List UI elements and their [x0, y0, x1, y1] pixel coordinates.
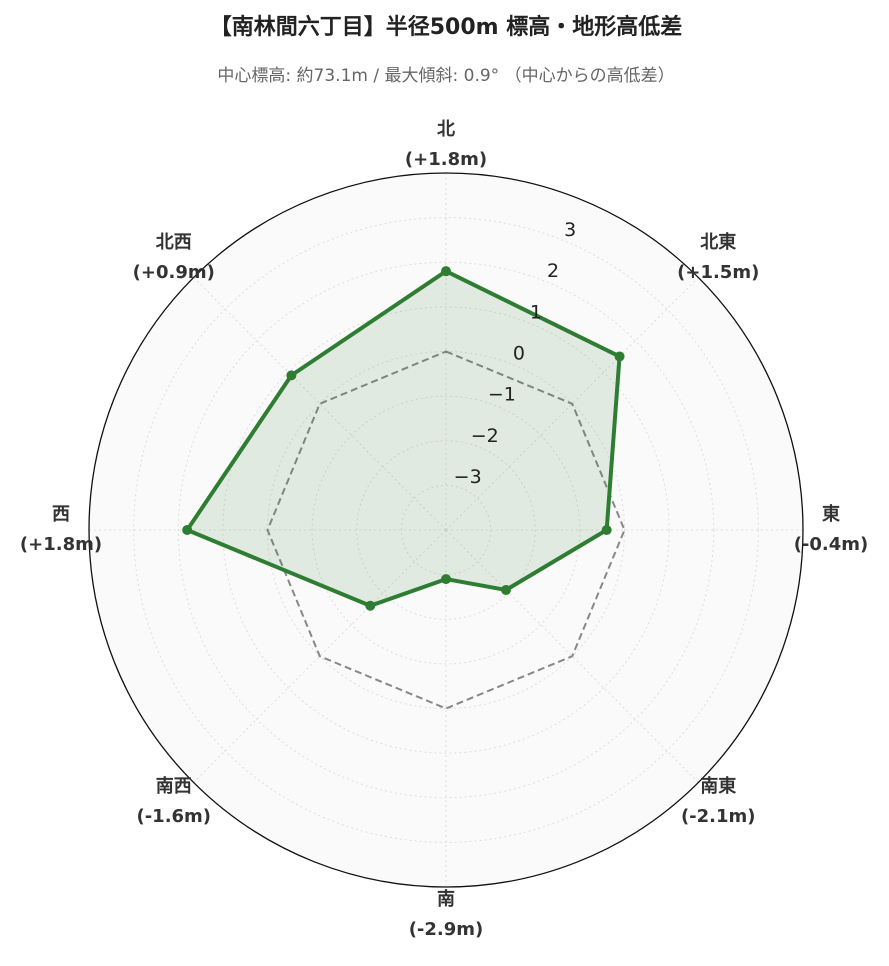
value-label: (+0.9m)	[133, 262, 215, 283]
value-label: (-2.9m)	[409, 919, 484, 940]
data-point	[286, 370, 297, 381]
y-tick-label: −3	[454, 466, 482, 488]
grid-circle	[177, 261, 715, 799]
y-tick-label: 2	[547, 260, 559, 282]
value-label: (+1.5m)	[677, 262, 759, 283]
category-label: 西	[52, 504, 70, 525]
category-label: 南東	[700, 775, 736, 797]
data-point	[182, 525, 193, 535]
category-label: 北西	[156, 232, 192, 253]
grid-circle	[133, 217, 759, 843]
y-tick-label: 0	[513, 343, 525, 365]
y-tick-label: −1	[488, 384, 516, 406]
plot-border	[88, 172, 804, 888]
data-point	[500, 584, 511, 595]
category-label: 北東	[700, 231, 736, 253]
value-label: (-2.1m)	[681, 806, 756, 827]
category-label: 南西	[156, 775, 192, 797]
data-point	[614, 351, 625, 362]
grid-circle	[356, 440, 536, 620]
grid-circle	[222, 306, 670, 754]
y-tick-label: 3	[564, 219, 576, 241]
chart-subtitle: 中心標高: 約73.1m / 最大傾斜: 0.9° （中心からの高低差）	[217, 66, 674, 86]
value-label: (-1.6m)	[136, 806, 211, 827]
y-tick-label: 1	[530, 301, 542, 323]
chart-title: 【南林間六丁目】半径500m 標高・地形高低差	[210, 14, 683, 40]
data-point	[601, 525, 612, 535]
value-label: (+1.8m)	[405, 149, 487, 170]
data-point	[441, 574, 451, 585]
data-point	[441, 266, 451, 277]
grid-circle	[400, 484, 492, 576]
category-label: 南	[437, 888, 455, 910]
category-label: 東	[822, 503, 840, 525]
grid-circle	[311, 395, 581, 665]
category-label: 北	[437, 119, 455, 140]
zero-line	[266, 350, 626, 710]
data-point	[365, 600, 376, 611]
value-label: (+1.8m)	[20, 534, 102, 555]
value-label: (-0.4m)	[794, 534, 869, 555]
y-tick-label: −2	[471, 425, 499, 447]
